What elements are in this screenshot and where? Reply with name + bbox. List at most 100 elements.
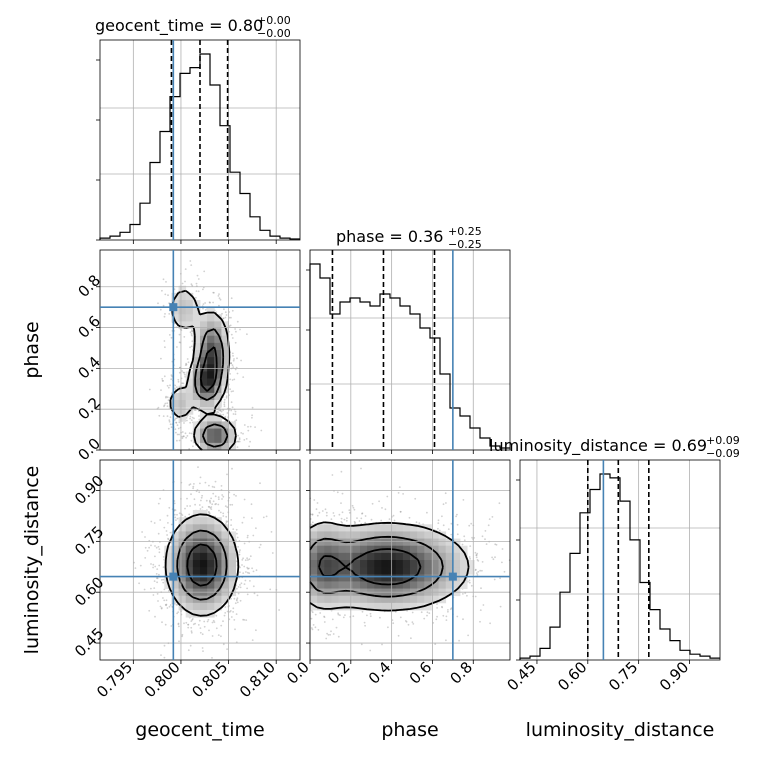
scatter-point [477, 570, 480, 573]
title-luminosity-distance: luminosity_distance = 0.69 [489, 436, 707, 456]
scatter-point [222, 413, 225, 416]
density-cell [381, 552, 389, 561]
scatter-point [167, 522, 169, 524]
scatter-point [165, 395, 168, 398]
x-tick-label: 0.4 [365, 658, 395, 688]
scatter-point [232, 607, 235, 610]
scatter-point [324, 508, 327, 511]
scatter-point [230, 597, 232, 600]
scatter-point [213, 621, 216, 623]
density-cell [310, 567, 318, 575]
density-cell [214, 328, 222, 337]
scatter-point [233, 358, 235, 360]
scatter-point [412, 623, 415, 625]
scatter-point [243, 542, 246, 545]
density-cell [221, 442, 229, 451]
scatter-point [456, 523, 459, 526]
title-phase-minus: −0.25 [448, 238, 482, 251]
scatter-point [337, 635, 340, 638]
scatter-point [184, 432, 187, 435]
scatter-point [188, 513, 191, 516]
scatter-point [154, 565, 157, 568]
density-cell [185, 392, 194, 401]
density-cell [324, 545, 332, 554]
scatter-point [183, 371, 186, 374]
density-cell [178, 400, 187, 408]
density-cell [200, 400, 208, 408]
density-cell [221, 378, 229, 387]
scatter-point [428, 612, 431, 614]
density-cell [317, 581, 325, 589]
scatter-point [213, 291, 215, 294]
scatter-point [233, 493, 236, 496]
scatter-point [217, 407, 220, 410]
scatter-point [217, 634, 220, 636]
density-cell [388, 574, 397, 582]
scatter-point [186, 358, 189, 360]
scatter-point [186, 505, 189, 507]
x-tick-label: 0.810 [236, 658, 279, 701]
scatter-point [251, 639, 254, 641]
scatter-point [234, 328, 237, 330]
scatter-point [232, 366, 235, 368]
scatter-point [152, 594, 155, 596]
scatter-point [166, 415, 169, 417]
density-cell [207, 560, 215, 568]
scatter-point [190, 264, 193, 266]
scatter-point [163, 599, 166, 602]
scatter-point [310, 617, 313, 620]
scatter-point [222, 317, 225, 320]
density-cell [207, 435, 215, 444]
density-cell [178, 595, 187, 604]
scatter-point [239, 549, 241, 551]
density-cell [185, 385, 194, 394]
density-cell [367, 567, 375, 575]
density-cell [171, 314, 179, 322]
scatter-point [218, 297, 221, 300]
scatter-point [468, 524, 471, 527]
density-cell [214, 524, 222, 532]
density-cell [192, 378, 201, 387]
scatter-point [194, 503, 197, 506]
scatter-point [311, 611, 314, 614]
scatter-point [184, 507, 186, 510]
scatter-point [238, 440, 241, 443]
scatter-point [467, 634, 469, 637]
scatter-point [184, 364, 187, 366]
scatter-point [157, 302, 159, 305]
scatter-point [162, 566, 165, 569]
scatter-point [244, 579, 247, 582]
scatter-point [230, 390, 233, 393]
scatter-point [218, 409, 221, 412]
density-cell [192, 567, 201, 575]
density-cell [424, 531, 432, 539]
scatter-point [229, 503, 232, 506]
scatter-point [319, 612, 322, 614]
scatter-point [166, 402, 169, 405]
truth-marker [169, 303, 178, 312]
density-cell [228, 428, 237, 437]
scatter-point [204, 302, 207, 304]
scatter-point [340, 502, 342, 504]
scatter-point [231, 406, 234, 409]
scatter-point [441, 605, 443, 608]
scatter-point [312, 624, 315, 626]
scatter-point [152, 566, 155, 569]
scatter-point [148, 609, 151, 612]
scatter-point [199, 627, 202, 629]
scatter-point [139, 564, 142, 567]
scatter-point [381, 507, 383, 509]
scatter-point [230, 297, 233, 300]
scatter-point [189, 505, 192, 507]
scatter-point [314, 626, 317, 629]
density-cell [360, 567, 368, 575]
scatter-point [187, 623, 190, 626]
scatter-point [178, 439, 181, 442]
density-cell [178, 407, 187, 415]
scatter-point [210, 497, 213, 500]
scatter-point [181, 435, 184, 438]
scatter-point [212, 291, 215, 294]
scatter-point [225, 395, 228, 397]
density-cell [410, 531, 418, 539]
scatter-point [231, 379, 234, 381]
